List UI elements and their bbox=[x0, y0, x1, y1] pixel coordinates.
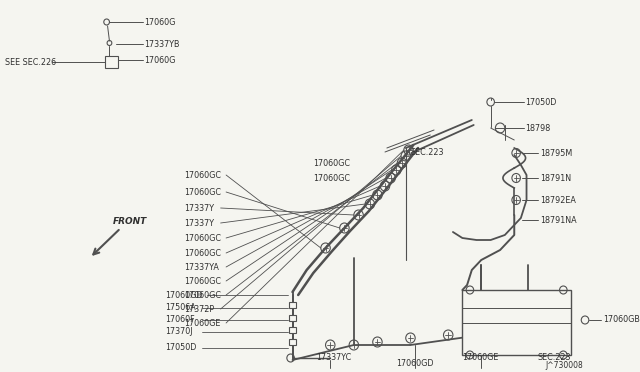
Text: SEC.223: SEC.223 bbox=[538, 353, 572, 362]
Text: 17337Y: 17337Y bbox=[184, 218, 214, 228]
Text: 18791N: 18791N bbox=[540, 173, 571, 183]
Text: SEC.223: SEC.223 bbox=[410, 148, 444, 157]
Text: 17060GC: 17060GC bbox=[184, 248, 221, 257]
Text: 17506A: 17506A bbox=[165, 304, 196, 312]
Text: 17060GD: 17060GD bbox=[396, 359, 434, 368]
Text: SEE SEC.226: SEE SEC.226 bbox=[4, 58, 56, 67]
Text: 18798: 18798 bbox=[525, 124, 551, 132]
Text: 17060F: 17060F bbox=[165, 315, 195, 324]
Text: 17060GC: 17060GC bbox=[313, 158, 350, 167]
Text: 17060GB: 17060GB bbox=[603, 315, 640, 324]
FancyBboxPatch shape bbox=[289, 315, 296, 321]
FancyBboxPatch shape bbox=[462, 290, 571, 355]
Text: 17372P: 17372P bbox=[184, 305, 214, 314]
Text: 18792EA: 18792EA bbox=[540, 196, 575, 205]
Text: 17060GC: 17060GC bbox=[184, 234, 221, 243]
Text: 18795M: 18795M bbox=[540, 148, 572, 157]
Text: 17337Y: 17337Y bbox=[184, 203, 214, 212]
Text: 18791NA: 18791NA bbox=[540, 215, 577, 224]
Text: 17050D: 17050D bbox=[165, 343, 196, 353]
Text: 17050D: 17050D bbox=[525, 97, 557, 106]
FancyBboxPatch shape bbox=[289, 302, 296, 308]
Text: 17060GE: 17060GE bbox=[462, 353, 499, 362]
FancyBboxPatch shape bbox=[105, 56, 118, 68]
FancyBboxPatch shape bbox=[289, 339, 296, 345]
Text: 17337YC: 17337YC bbox=[316, 353, 351, 362]
Text: FRONT: FRONT bbox=[113, 217, 147, 225]
Text: 17060G: 17060G bbox=[145, 55, 176, 64]
Text: 17060G: 17060G bbox=[145, 17, 176, 26]
Text: 17337YA: 17337YA bbox=[184, 263, 219, 272]
Text: J^730008: J^730008 bbox=[545, 360, 583, 369]
Text: 17060GC: 17060GC bbox=[184, 291, 221, 299]
Text: 17337YB: 17337YB bbox=[145, 39, 180, 48]
Text: 17060GD: 17060GD bbox=[165, 291, 203, 299]
FancyBboxPatch shape bbox=[289, 327, 296, 333]
Text: 17060GE: 17060GE bbox=[184, 318, 220, 327]
Text: 17060GC: 17060GC bbox=[313, 173, 350, 183]
Text: 17370J: 17370J bbox=[165, 327, 193, 337]
Text: 17060GC: 17060GC bbox=[184, 187, 221, 196]
Text: 17060GC: 17060GC bbox=[184, 276, 221, 285]
Text: 17060GC: 17060GC bbox=[184, 170, 221, 180]
